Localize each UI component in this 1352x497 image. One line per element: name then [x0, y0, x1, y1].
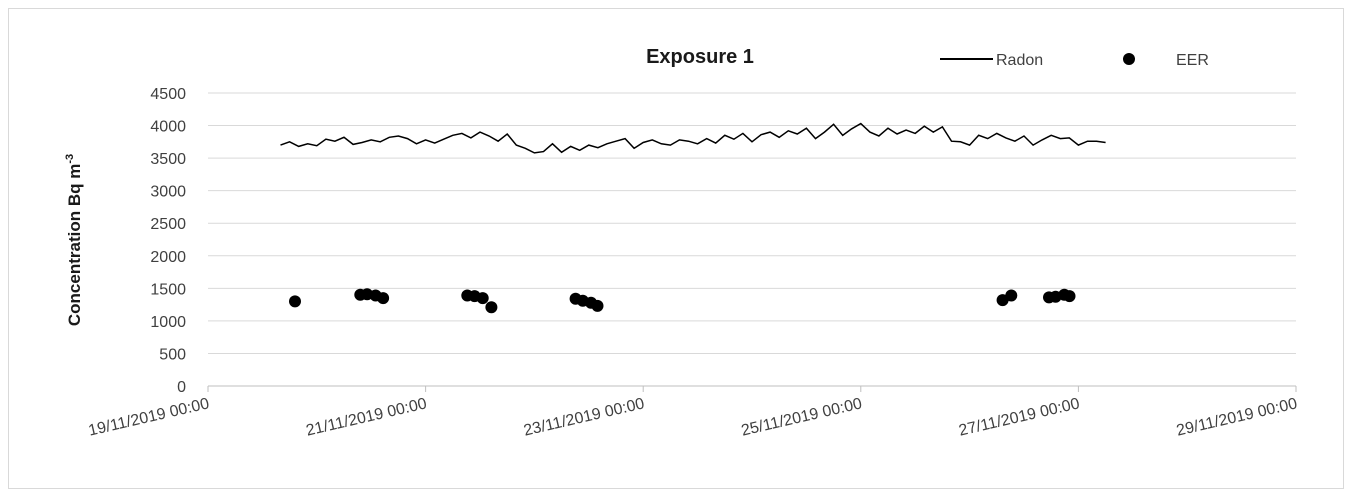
- series-point-eer: [377, 292, 390, 305]
- series: [280, 122, 1106, 314]
- series-point-eer: [289, 295, 301, 308]
- legend-eer-marker: [1123, 53, 1135, 65]
- x-tick-label: 21/11/2019 00:00: [304, 395, 428, 439]
- y-tick-label: 2000: [150, 249, 186, 266]
- y-axis-label: Concentration Bq m-3: [64, 154, 84, 326]
- y-tick-label: 1000: [150, 314, 186, 331]
- legend-eer-label: EER: [1176, 52, 1209, 69]
- x-tick-label: 27/11/2019 00:00: [957, 395, 1081, 439]
- y-axis-label-superscript: -3: [64, 154, 76, 164]
- legend: Radon EER: [940, 52, 1209, 69]
- y-axis-label-main: Concentration Bq m: [65, 164, 84, 326]
- x-tick-label: 19/11/2019 00:00: [87, 395, 211, 439]
- y-tick-label: 4500: [150, 86, 186, 103]
- series-point-eer: [1005, 289, 1018, 302]
- x-tick-label: 25/11/2019 00:00: [740, 395, 864, 439]
- x-tick-label: 23/11/2019 00:00: [522, 395, 646, 439]
- y-tick-label: 500: [159, 346, 186, 363]
- chart-title: Exposure 1: [646, 46, 754, 68]
- series-point-eer: [485, 301, 498, 314]
- series-line-radon: [280, 122, 1106, 154]
- gridlines: [207, 92, 1297, 392]
- series-point-eer: [1063, 290, 1076, 303]
- legend-radon-label: Radon: [996, 52, 1043, 69]
- x-tick-labels: 19/11/2019 00:00 21/11/2019 00:00 23/11/20…: [87, 395, 1299, 439]
- y-tick-label: 1500: [150, 281, 186, 298]
- series-point-eer: [476, 292, 489, 305]
- chart-frame: [8, 8, 1344, 489]
- y-tick-label: 3000: [150, 184, 186, 201]
- y-tick-labels: 0 500 1000 1500 2000 2500 3000 3500 4000 4500: [150, 86, 186, 396]
- y-tick-label: 4000: [150, 119, 186, 136]
- x-tick-label: 29/11/2019 00:00: [1175, 395, 1299, 439]
- y-tick-label: 2500: [150, 216, 186, 233]
- y-tick-label: 3500: [150, 151, 186, 168]
- series-point-eer: [591, 299, 604, 312]
- y-tick-label: 0: [177, 379, 186, 396]
